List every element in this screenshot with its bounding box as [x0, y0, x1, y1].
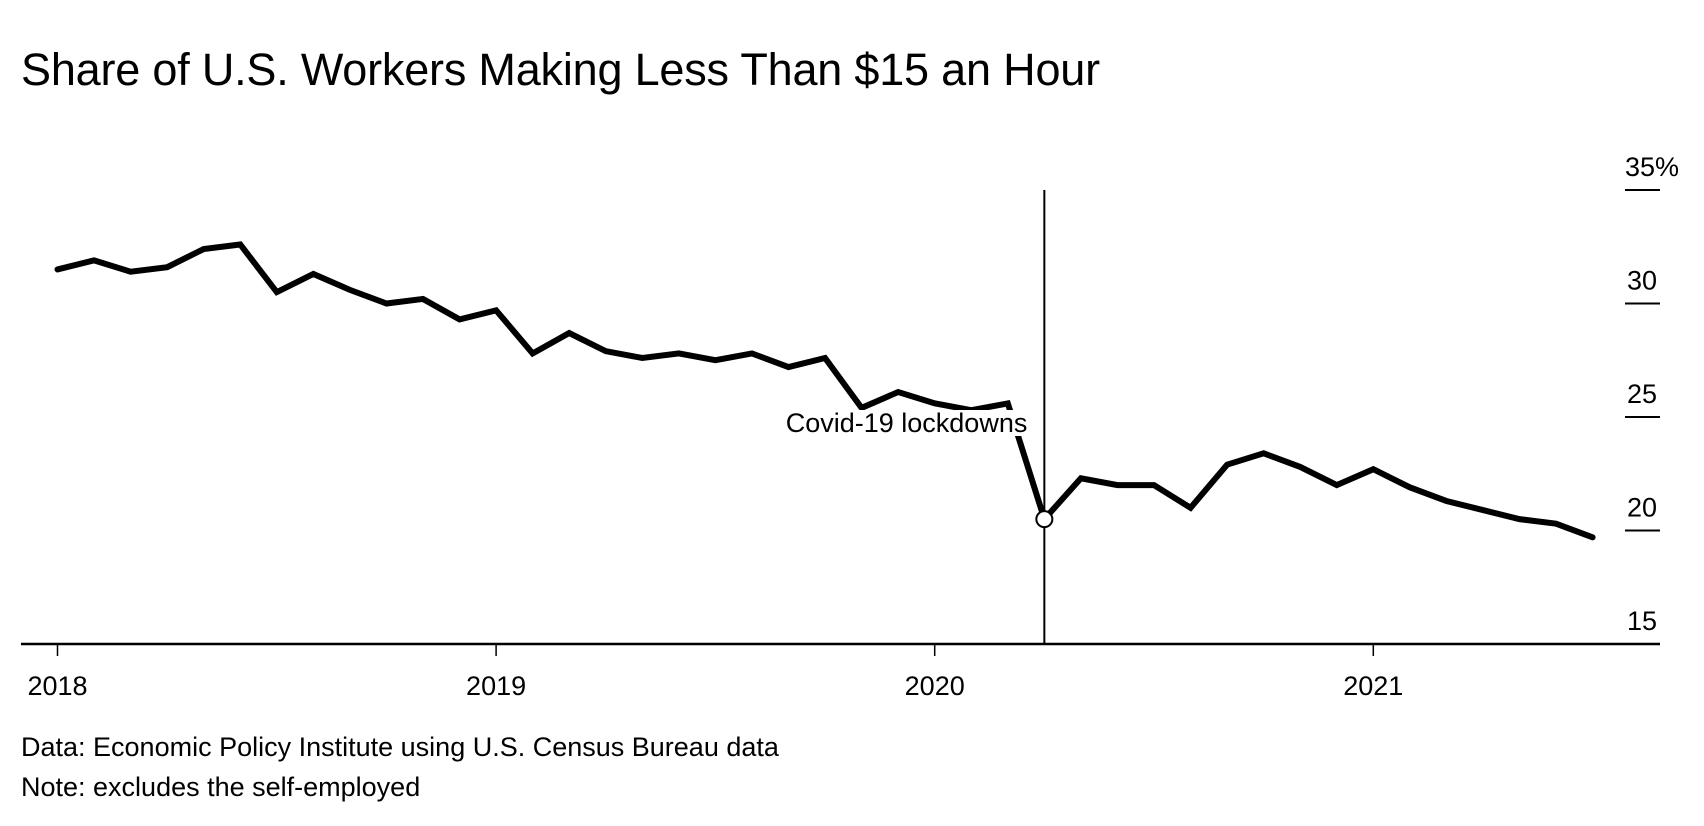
x-axis: 2018 2019 2020 2021: [21, 642, 1660, 701]
data-point: [639, 355, 645, 361]
data-point: [749, 350, 755, 356]
data-point: [1334, 482, 1340, 488]
data-point: [1297, 464, 1303, 470]
data-point: [603, 348, 609, 354]
y-tick-label: 30: [1627, 266, 1657, 296]
data-point: [493, 307, 499, 313]
data-point: [1114, 482, 1120, 488]
data-point: [55, 266, 61, 272]
data-point: [1224, 462, 1230, 468]
data-point: [566, 330, 572, 336]
data-point: [676, 350, 682, 356]
annotation-label: Covid-19 lockdowns: [786, 408, 1028, 438]
source-note: Data: Economic Policy Institute using U.…: [21, 732, 779, 762]
data-point: [164, 264, 170, 270]
data-point: [383, 301, 389, 307]
series-line: [54, 241, 1596, 541]
y-tick-label: 35%: [1625, 152, 1679, 182]
exclusion-note: Note: excludes the self-employed: [21, 772, 421, 802]
data-point: [457, 316, 463, 322]
data-point: [237, 241, 243, 247]
data-point: [1261, 450, 1267, 456]
data-point: [310, 271, 316, 277]
data-point: [932, 400, 938, 406]
x-tick-label: 2018: [27, 671, 87, 701]
x-tick-label: 2021: [1343, 671, 1403, 701]
data-point: [895, 389, 901, 395]
chart-title: Share of U.S. Workers Making Less Than $…: [21, 44, 1100, 95]
data-point: [1553, 521, 1559, 527]
data-point: [1480, 507, 1486, 513]
data-point: [201, 246, 207, 252]
data-point: [530, 350, 536, 356]
x-tick-label: 2020: [905, 671, 965, 701]
annotation-marker: [1035, 510, 1054, 529]
y-tick-label: 15: [1627, 606, 1657, 636]
data-point: [786, 364, 792, 370]
data-point: [1370, 466, 1376, 472]
y-tick-label: 20: [1627, 493, 1657, 523]
data-point: [712, 357, 718, 363]
y-axis: 35% 30 25 20 15: [1625, 152, 1679, 636]
data-point: [1517, 516, 1523, 522]
data-point: [822, 355, 828, 361]
data-point: [1005, 400, 1011, 406]
data-point: [347, 287, 353, 293]
annotation-background: [782, 410, 1031, 436]
data-point: [1443, 498, 1449, 504]
x-tick-label: 2019: [466, 671, 526, 701]
data-point: [1590, 534, 1596, 540]
data-point: [420, 296, 426, 302]
data-point: [1078, 475, 1084, 481]
data-point: [1151, 482, 1157, 488]
data-point: [1407, 484, 1413, 490]
data-point: [91, 257, 97, 263]
data-point: [128, 269, 134, 275]
data-point: [274, 289, 280, 295]
data-point: [1188, 505, 1194, 511]
y-tick-label: 25: [1627, 379, 1657, 409]
